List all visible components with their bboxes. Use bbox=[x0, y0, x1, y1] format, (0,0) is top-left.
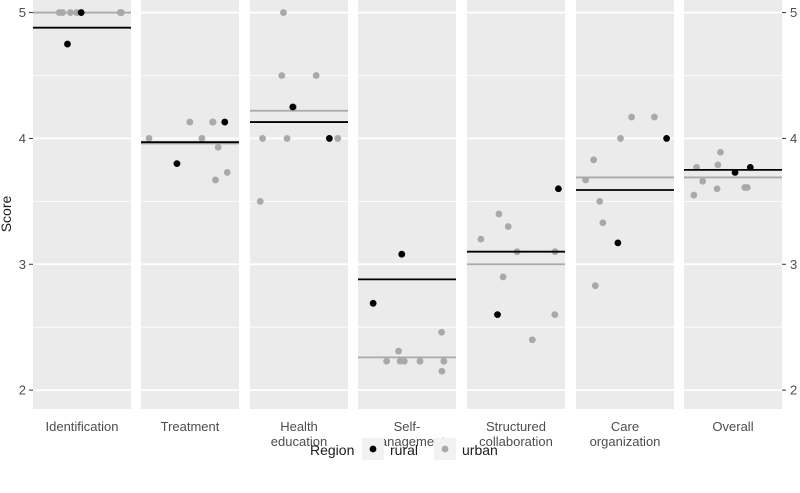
y-tick-label-right: 3 bbox=[790, 257, 797, 272]
rural-point bbox=[614, 239, 622, 247]
legend-key-urban bbox=[441, 445, 449, 453]
urban-point bbox=[212, 176, 219, 184]
rural-point bbox=[369, 299, 377, 307]
urban-point bbox=[438, 367, 446, 375]
x-tick-label: Structured collaboration bbox=[479, 419, 553, 449]
urban-point bbox=[395, 347, 402, 355]
facet-panel bbox=[684, 0, 782, 409]
urban-point bbox=[383, 357, 391, 365]
urban-point bbox=[699, 177, 707, 185]
panel-background bbox=[250, 0, 348, 409]
urban-point bbox=[714, 161, 722, 169]
facet-panel bbox=[576, 0, 674, 409]
x-tick-label: Care organization bbox=[590, 419, 661, 449]
panel-background bbox=[358, 0, 456, 409]
y-axis-title: Score bbox=[0, 196, 14, 233]
y-tick-label-left: 5 bbox=[19, 5, 26, 20]
urban-point bbox=[256, 197, 264, 205]
urban-point bbox=[528, 336, 536, 344]
urban-point bbox=[551, 311, 559, 319]
legend-key-rural bbox=[369, 445, 377, 453]
facet-panel bbox=[250, 0, 348, 409]
facet-panel bbox=[33, 0, 131, 409]
urban-point bbox=[440, 357, 448, 365]
urban-point bbox=[717, 148, 724, 156]
facet-panel bbox=[358, 0, 456, 409]
urban-point bbox=[599, 219, 607, 227]
urban-point bbox=[186, 118, 194, 126]
urban-point bbox=[198, 135, 206, 142]
urban-point bbox=[416, 357, 424, 365]
legend-title: Region bbox=[310, 442, 354, 458]
panel-background bbox=[467, 0, 565, 409]
urban-point bbox=[628, 113, 635, 121]
rural-point bbox=[77, 9, 85, 16]
y-tick-label-right: 5 bbox=[790, 5, 797, 20]
urban-point bbox=[209, 118, 217, 126]
x-tick-label: Health education bbox=[271, 419, 327, 449]
panels-layer bbox=[33, 0, 782, 409]
urban-point bbox=[617, 135, 624, 142]
x-tick-label: Treatment bbox=[161, 419, 220, 434]
y-tick-label-left: 2 bbox=[19, 383, 26, 398]
urban-point bbox=[312, 72, 320, 79]
urban-point bbox=[214, 143, 222, 151]
panel-background bbox=[684, 0, 782, 409]
urban-point bbox=[591, 282, 599, 290]
facet-panel bbox=[141, 0, 239, 409]
legend-label-urban: urban bbox=[462, 442, 498, 458]
y-tick-label-left: 3 bbox=[19, 257, 26, 272]
panel-background bbox=[33, 0, 131, 409]
urban-point bbox=[223, 169, 231, 176]
urban-point bbox=[278, 72, 286, 79]
rural-point bbox=[663, 135, 670, 142]
urban-point bbox=[280, 9, 287, 16]
urban-point bbox=[504, 223, 512, 230]
legend: Region rural urban bbox=[310, 438, 498, 460]
x-tick-label: Identification bbox=[46, 419, 119, 434]
y-tick-label-right: 4 bbox=[790, 131, 797, 146]
x-tick-label: Overall bbox=[712, 419, 753, 434]
urban-point bbox=[477, 235, 485, 243]
legend-label-rural: rural bbox=[390, 442, 418, 458]
rural-point bbox=[325, 135, 333, 142]
urban-point bbox=[596, 197, 604, 205]
panel-background bbox=[141, 0, 239, 409]
urban-point bbox=[145, 135, 153, 142]
y-tick-label-left: 4 bbox=[19, 131, 26, 146]
axes-layer: Identification Treatment Health education Se… bbox=[19, 5, 797, 449]
rural-point bbox=[494, 311, 501, 319]
rural-point bbox=[173, 160, 181, 168]
rural-point bbox=[64, 40, 71, 48]
urban-point bbox=[438, 328, 446, 336]
panel-background bbox=[576, 0, 674, 409]
urban-point bbox=[590, 156, 598, 164]
urban-point bbox=[743, 184, 751, 191]
urban-point bbox=[499, 273, 507, 281]
rural-point bbox=[289, 103, 297, 111]
urban-point bbox=[259, 135, 266, 142]
y-tick-label-right: 2 bbox=[790, 383, 797, 398]
urban-point bbox=[651, 113, 658, 121]
facet-panel bbox=[467, 0, 565, 409]
rural-point bbox=[398, 250, 406, 258]
x-tick-label: Self-management bbox=[369, 419, 445, 449]
urban-point bbox=[690, 191, 698, 199]
urban-point bbox=[713, 185, 721, 193]
urban-point bbox=[334, 135, 342, 142]
urban-point bbox=[396, 357, 404, 365]
rural-point bbox=[221, 118, 229, 126]
urban-point bbox=[283, 135, 291, 142]
rural-point bbox=[555, 185, 562, 193]
urban-point bbox=[495, 210, 503, 218]
